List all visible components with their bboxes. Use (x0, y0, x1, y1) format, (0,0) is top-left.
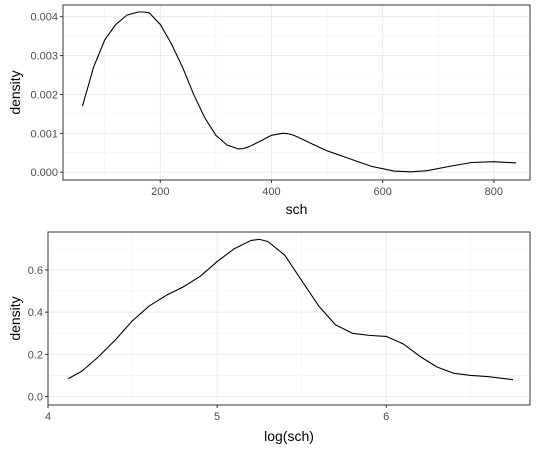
y-tick-label: 0.4 (28, 307, 43, 319)
y-tick-label: 0.001 (30, 128, 58, 140)
panel-border (62, 4, 531, 181)
density-line (81, 11, 517, 173)
y-tick-label: 0.004 (30, 12, 58, 24)
panel-border (47, 231, 531, 406)
y-axis-title: density (7, 70, 23, 114)
x-tick-label: 5 (214, 411, 220, 423)
x-tick-label: 800 (485, 186, 503, 198)
y-tick-label: 0.0 (28, 392, 43, 404)
x-tick-label: 600 (373, 186, 391, 198)
x-tick-label: 6 (383, 411, 389, 423)
x-axis-title: sch (286, 201, 308, 217)
log-sch-density-panel: 4 5 6 0.0 0.2 0.4 0.6 log(sch) density (7, 231, 531, 444)
y-tick-label: 0.6 (28, 265, 43, 277)
x-tick-label: 4 (45, 411, 51, 423)
y-tick-label: 0.000 (30, 167, 58, 179)
panel-background (63, 5, 530, 180)
y-tick-label: 0.002 (30, 89, 58, 101)
x-axis-title: log(sch) (264, 428, 314, 444)
y-axis-title: density (7, 296, 23, 340)
x-tick-label: 200 (151, 186, 169, 198)
y-tick-label: 0.003 (30, 51, 58, 63)
sch-density-panel: 200 400 600 800 0.000 0.001 0.002 0.003 0.004 sch… (7, 4, 531, 217)
panel-background (48, 232, 530, 405)
x-tick-label: 400 (262, 186, 280, 198)
y-tick-label: 0.2 (28, 349, 43, 361)
density-line (68, 238, 514, 381)
